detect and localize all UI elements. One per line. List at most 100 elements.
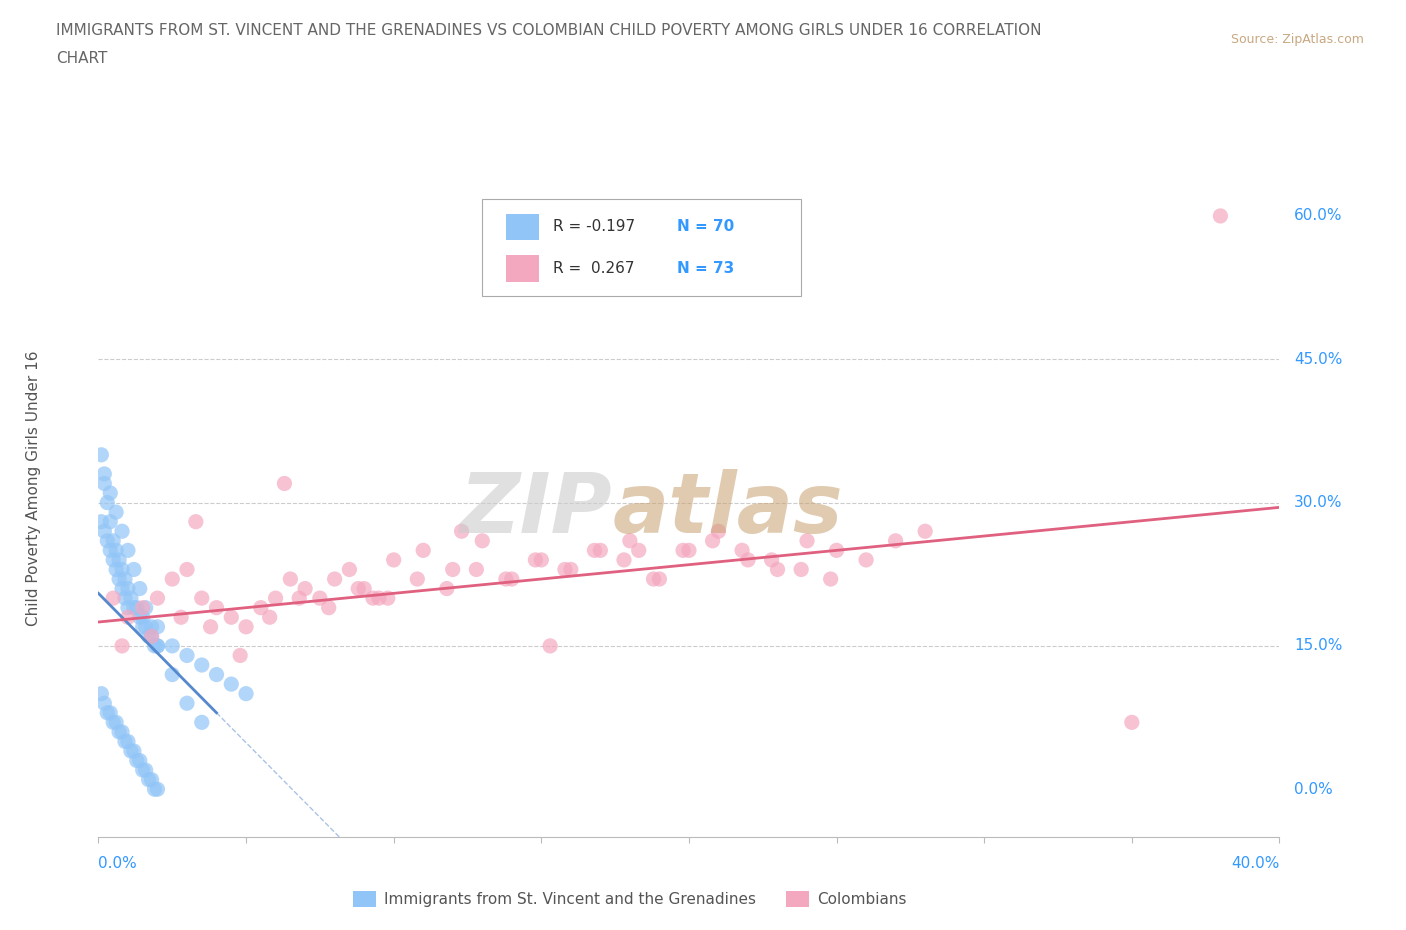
Point	[122, 744, 145, 759]
Point	[135, 763, 157, 777]
Point	[108, 572, 131, 587]
Point	[347, 581, 370, 596]
Point	[273, 476, 295, 491]
Point	[103, 591, 125, 605]
Point	[98, 705, 121, 720]
Point	[731, 543, 754, 558]
Point	[98, 514, 121, 529]
Point	[103, 534, 125, 549]
Point	[146, 591, 169, 605]
Point	[184, 514, 207, 529]
Point	[441, 562, 464, 577]
Point	[288, 591, 311, 605]
Point	[132, 763, 155, 777]
Text: 0.0%: 0.0%	[1294, 782, 1333, 797]
Point	[530, 552, 553, 567]
Point	[200, 619, 222, 634]
Point	[135, 619, 157, 634]
Point	[122, 600, 145, 615]
Point	[229, 648, 252, 663]
Point	[111, 639, 134, 654]
Point	[90, 514, 112, 529]
Point	[737, 552, 759, 567]
Point	[855, 552, 877, 567]
Point	[105, 715, 128, 730]
Point	[672, 543, 695, 558]
Point	[176, 696, 198, 711]
Text: R =  0.267: R = 0.267	[553, 261, 634, 276]
Point	[264, 591, 287, 605]
Point	[108, 552, 131, 567]
Point	[309, 591, 332, 605]
Point	[90, 686, 112, 701]
Text: Source: ZipAtlas.com: Source: ZipAtlas.com	[1230, 33, 1364, 46]
Point	[796, 534, 818, 549]
Point	[450, 524, 472, 538]
Point	[465, 562, 488, 577]
Text: 15.0%: 15.0%	[1294, 638, 1343, 654]
Point	[825, 543, 848, 558]
Point	[323, 572, 346, 587]
Point	[117, 543, 139, 558]
Point	[132, 619, 155, 634]
Point	[583, 543, 606, 558]
Point	[103, 552, 125, 567]
Point	[678, 543, 700, 558]
Point	[111, 524, 134, 538]
Point	[205, 600, 228, 615]
Text: N = 73: N = 73	[678, 261, 734, 276]
Point	[250, 600, 273, 615]
Point	[114, 591, 136, 605]
Point	[191, 715, 214, 730]
FancyBboxPatch shape	[506, 214, 538, 240]
Point	[93, 524, 115, 538]
Point	[114, 572, 136, 587]
Point	[914, 524, 936, 538]
Point	[538, 639, 561, 654]
Point	[648, 572, 671, 587]
Point	[143, 782, 166, 797]
Point	[377, 591, 399, 605]
Point	[96, 534, 118, 549]
Point	[105, 505, 128, 520]
Point	[146, 619, 169, 634]
Point	[560, 562, 582, 577]
Point	[120, 744, 142, 759]
Point	[361, 591, 384, 605]
Point	[108, 724, 131, 739]
Point	[471, 534, 494, 549]
Point	[382, 552, 405, 567]
Point	[105, 543, 128, 558]
Point	[162, 639, 183, 654]
Text: atlas: atlas	[612, 469, 842, 550]
Point	[191, 658, 214, 672]
Point	[141, 629, 163, 644]
Point	[702, 534, 724, 549]
Point	[141, 629, 163, 644]
Point	[761, 552, 783, 567]
Point	[146, 639, 169, 654]
Text: 30.0%: 30.0%	[1294, 495, 1343, 510]
Point	[766, 562, 789, 577]
Text: 60.0%: 60.0%	[1294, 208, 1343, 223]
Point	[138, 629, 160, 644]
Point	[613, 552, 636, 567]
Point	[135, 600, 157, 615]
Text: IMMIGRANTS FROM ST. VINCENT AND THE GRENADINES VS COLOMBIAN CHILD POVERTY AMONG : IMMIGRANTS FROM ST. VINCENT AND THE GREN…	[56, 23, 1042, 38]
Point	[278, 572, 302, 587]
Point	[318, 600, 340, 615]
Point	[205, 667, 228, 682]
Point	[1121, 715, 1143, 730]
Point	[337, 562, 360, 577]
Point	[93, 467, 115, 482]
Point	[820, 572, 842, 587]
Point	[111, 562, 134, 577]
Point	[406, 572, 429, 587]
Point	[219, 677, 242, 692]
Point	[96, 495, 118, 510]
Point	[117, 610, 139, 625]
Point	[128, 610, 150, 625]
Point	[128, 581, 150, 596]
Point	[93, 476, 115, 491]
FancyBboxPatch shape	[506, 255, 538, 282]
